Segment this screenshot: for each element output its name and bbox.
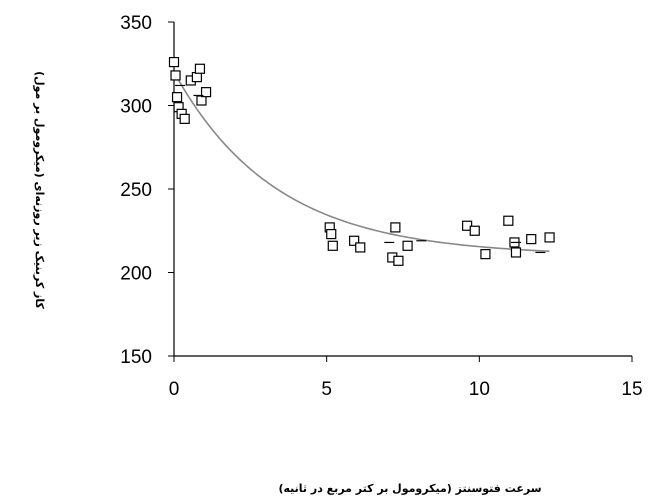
y-tick-label: 350 — [120, 13, 152, 34]
data-point — [194, 63, 206, 74]
y-axis-title: کاز کربنیک زیر روزنه‌ای (میکرومول بر مول… — [33, 71, 46, 309]
y-tick-label: 150 — [120, 347, 152, 368]
data-point — [503, 215, 514, 226]
fit-curve — [173, 71, 550, 253]
y-tick-label: 250 — [120, 180, 152, 201]
data-point — [526, 234, 537, 245]
x-tick-label: 15 — [621, 379, 642, 400]
x-tick-label: 5 — [321, 379, 332, 400]
fit-curve-layer — [173, 71, 550, 253]
data-point — [168, 56, 180, 68]
data-point — [349, 235, 360, 246]
data-point — [191, 72, 202, 83]
tick-labels: 0 5 10 15 350 300 250 200 150 — [120, 13, 642, 400]
data-point — [200, 87, 212, 98]
data-point — [171, 92, 183, 103]
y-tick-label: 200 — [120, 264, 152, 285]
data-point — [355, 242, 366, 253]
data-point — [393, 255, 404, 266]
data-point — [469, 225, 480, 236]
x-tick-label: 0 — [169, 379, 180, 400]
data-point — [196, 95, 207, 106]
x-tick-label: 10 — [469, 379, 490, 400]
y-tick-label: 300 — [120, 97, 152, 118]
data-point — [179, 113, 190, 124]
data-point — [170, 70, 181, 81]
x-axis-title: سرعت فتوسنتز (میکرومول بر کتر مربع در ثا… — [278, 482, 541, 495]
data-point — [326, 228, 337, 240]
data-point — [480, 249, 491, 260]
data-point — [544, 232, 555, 243]
data-point — [510, 247, 522, 258]
data-point — [390, 222, 401, 233]
data-point — [327, 240, 338, 251]
data-points-layer — [168, 56, 555, 266]
axes — [168, 21, 633, 362]
data-point — [402, 240, 413, 251]
